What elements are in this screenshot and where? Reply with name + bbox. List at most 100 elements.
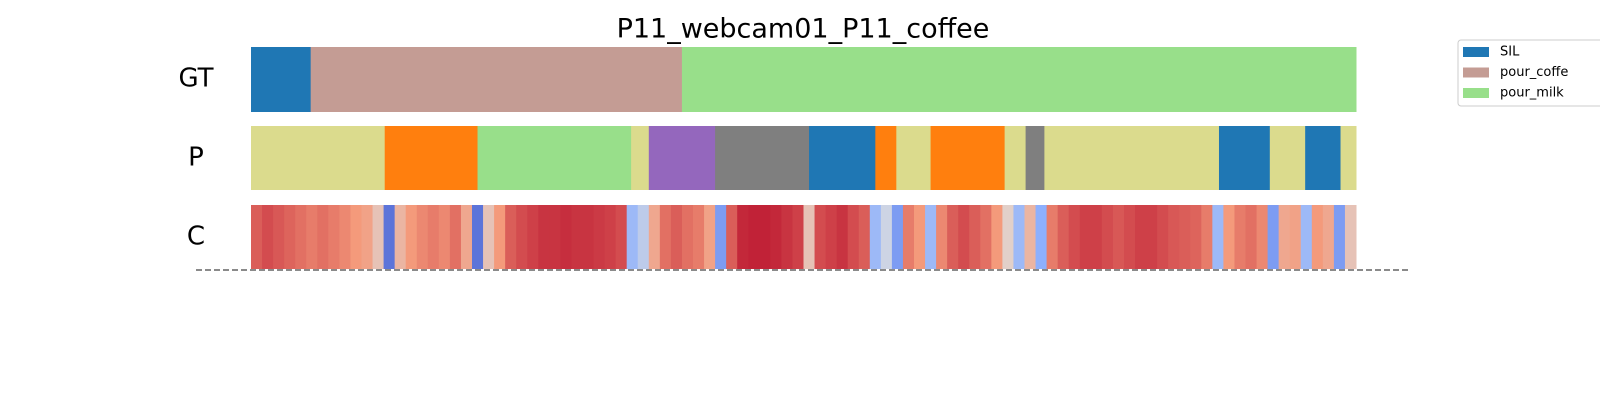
- confidence-cell: [1024, 205, 1037, 269]
- confidence-cell: [582, 205, 595, 269]
- confidence-cell: [494, 205, 506, 269]
- confidence-cell: [317, 205, 329, 269]
- confidence-cell: [460, 205, 473, 269]
- confidence-cell: [339, 205, 351, 269]
- confidence-cell: [1179, 205, 1191, 269]
- confidence-cell: [438, 205, 451, 269]
- confidence-cell: [792, 205, 804, 269]
- confidence-cell: [383, 205, 396, 269]
- confidence-cell: [1245, 205, 1258, 269]
- segment: [896, 126, 932, 190]
- confidence-cell: [1035, 205, 1048, 269]
- confidence-cell: [295, 205, 307, 269]
- segment: [1340, 126, 1357, 190]
- confidence-cell: [947, 205, 959, 269]
- segment: [1025, 126, 1045, 190]
- confidence-cell: [936, 205, 948, 269]
- confidence-cell: [626, 205, 639, 269]
- row-label: P: [188, 143, 204, 173]
- confidence-cell: [891, 205, 904, 269]
- legend-swatch: [1463, 47, 1489, 57]
- segment: [930, 126, 1006, 190]
- confidence-cell: [394, 205, 407, 269]
- segment: [648, 126, 716, 190]
- confidence-cell: [1090, 205, 1103, 269]
- confidence-cell: [748, 205, 760, 269]
- segment: [875, 126, 897, 190]
- confidence-cell: [1146, 205, 1158, 269]
- confidence-cell: [571, 205, 583, 269]
- confidence-cell: [814, 205, 827, 269]
- confidence-cell: [1344, 205, 1357, 269]
- confidence-cell: [648, 205, 661, 269]
- confidence-cell: [880, 205, 893, 269]
- segment: [251, 126, 386, 190]
- confidence-cell: [1013, 205, 1025, 269]
- segment: [1044, 126, 1220, 190]
- segment: [1218, 126, 1271, 190]
- confidence-cell: [737, 205, 749, 269]
- confidence-cell: [593, 205, 606, 269]
- confidence-cell: [1168, 205, 1180, 269]
- confidence-cell: [560, 205, 572, 269]
- confidence-cell: [350, 205, 362, 269]
- legend-box: [1457, 39, 1600, 107]
- confidence-cell: [1256, 205, 1269, 269]
- confidence-cell: [1311, 205, 1324, 269]
- confidence-cell: [416, 205, 429, 269]
- confidence-cell: [704, 205, 716, 269]
- confidence-cell: [715, 205, 727, 269]
- confidence-cell: [858, 205, 871, 269]
- confidence-cell: [693, 205, 705, 269]
- confidence-cell: [1157, 205, 1169, 269]
- segment: [310, 47, 683, 112]
- confidence-cell: [1289, 205, 1302, 269]
- confidence-cell: [449, 205, 462, 269]
- confidence-cell: [1123, 205, 1136, 269]
- confidence-cell: [615, 205, 628, 269]
- confidence-cell: [273, 205, 285, 269]
- confidence-cell: [483, 205, 495, 269]
- confidence-cell: [361, 205, 374, 269]
- segment: [809, 126, 876, 190]
- confidence-cell: [759, 205, 771, 269]
- confidence-cell: [262, 205, 274, 269]
- confidence-cell: [1223, 205, 1235, 269]
- confidence-cell: [1057, 205, 1070, 269]
- confidence-cell: [637, 205, 650, 269]
- confidence-cell: [1300, 205, 1313, 269]
- segment: [631, 126, 650, 190]
- legend-label: pour_coffe: [1500, 65, 1568, 80]
- segment: [477, 126, 632, 190]
- confidence-cell: [1101, 205, 1114, 269]
- confidence-cell: [902, 205, 915, 269]
- title: P11_webcam01_P11_coffee: [617, 14, 990, 45]
- legend-label: pour_milk: [1500, 86, 1564, 101]
- confidence-cell: [549, 205, 561, 269]
- confidence-cell: [869, 205, 882, 269]
- legend-label: SIL: [1500, 45, 1520, 60]
- confidence-cell: [925, 205, 937, 269]
- confidence-cell: [803, 205, 816, 269]
- confidence-cell: [726, 205, 738, 269]
- confidence-cell: [825, 205, 838, 269]
- confidence-cell: [505, 205, 517, 269]
- confidence-cell: [914, 205, 926, 269]
- segment: [715, 126, 810, 190]
- confidence-cell: [1234, 205, 1246, 269]
- segment: [1004, 126, 1027, 190]
- confidence-cell: [1112, 205, 1125, 269]
- confidence-cell: [372, 205, 385, 269]
- legend-swatch: [1463, 88, 1489, 98]
- segment: [681, 47, 1357, 112]
- confidence-cell: [1046, 205, 1059, 269]
- confidence-cell: [472, 205, 484, 269]
- confidence-cell: [991, 205, 1003, 269]
- legend-swatch: [1463, 67, 1489, 78]
- confidence-cell: [1212, 205, 1224, 269]
- segment: [251, 47, 312, 112]
- confidence-cell: [1322, 205, 1335, 269]
- confidence-cell: [770, 205, 782, 269]
- confidence-cell: [1190, 205, 1202, 269]
